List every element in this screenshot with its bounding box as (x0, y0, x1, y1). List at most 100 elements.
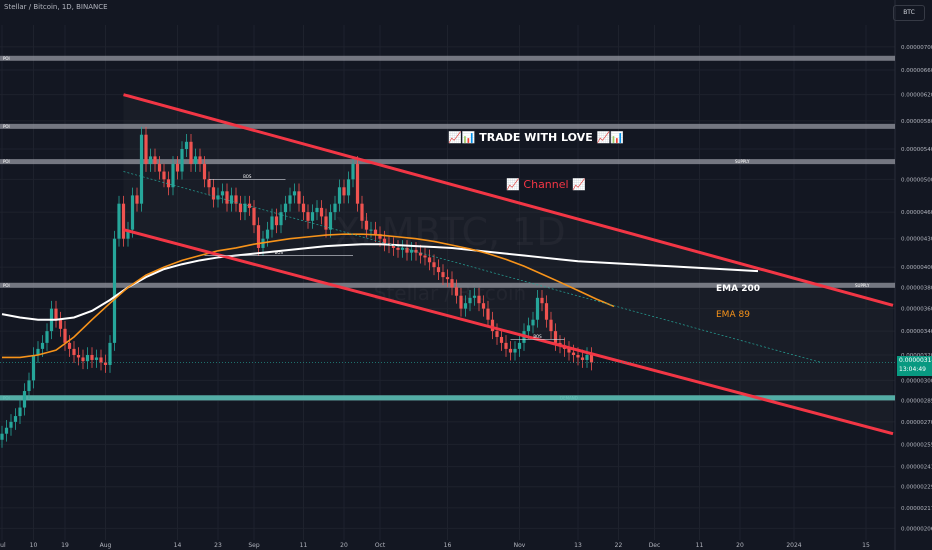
y-tick-label: 0.00000300 (901, 378, 932, 384)
y-tick-label: 0.00000360 (901, 307, 932, 313)
candle-body (571, 352, 576, 355)
candle-body (297, 191, 301, 204)
candle-body (576, 354, 580, 358)
candle-body (103, 362, 108, 365)
candle-body (549, 319, 553, 332)
candle-body (90, 354, 94, 360)
bos-label: BOS (533, 334, 542, 339)
x-tick-label: Sep (248, 542, 260, 549)
candle-body (126, 229, 130, 239)
x-tick-label: 15 (862, 542, 870, 549)
candle-body (423, 255, 427, 258)
candle-body (495, 331, 499, 337)
candle-body (481, 303, 486, 309)
candle-body (351, 163, 355, 180)
zone-label-poi: POI (3, 159, 10, 164)
candle-body (63, 328, 67, 343)
candle-body (427, 257, 432, 263)
demand-band (0, 395, 895, 401)
candle-body (189, 141, 193, 164)
channel-upper-line (123, 93, 894, 307)
candle-body (540, 297, 544, 304)
candle-body (283, 203, 288, 213)
candle-body (382, 238, 387, 244)
y-tick-label: 0.00000380 (901, 285, 932, 291)
candle-body (414, 249, 418, 253)
candle-body (193, 156, 198, 164)
candle-body (117, 203, 121, 239)
candle-body (369, 229, 373, 231)
x-tick-label: 11 (696, 542, 704, 549)
current-price-value: 0.00000314 (899, 357, 932, 364)
candle-body (364, 220, 369, 230)
candle-body (360, 203, 364, 221)
channel-mid-line (123, 171, 822, 363)
y-tick-label: 0.00000400 (901, 265, 932, 271)
zone-band (0, 123, 895, 129)
candle-body (454, 287, 459, 296)
candle-body (310, 212, 315, 221)
x-tick-label: 22 (615, 542, 623, 549)
candle-body (342, 187, 346, 196)
candle-body (441, 272, 445, 278)
candle-body (279, 212, 283, 226)
candle-body (175, 163, 180, 172)
candle-body (535, 297, 540, 320)
candle-body (306, 212, 310, 221)
candle-body (409, 249, 414, 253)
y-tick-label: 0.00000660 (901, 68, 932, 74)
ema-200-label: EMA 200 (716, 284, 760, 294)
currency-button[interactable]: BTC (893, 5, 925, 21)
y-tick-label: 0.00000285 (901, 399, 932, 405)
candle-body (526, 325, 531, 332)
candle-body (531, 319, 535, 326)
candle-body (36, 348, 40, 355)
candle-body (463, 303, 468, 309)
y-tick-label: 0.00000270 (901, 420, 932, 426)
candle-body (162, 171, 166, 180)
candle-body (13, 416, 18, 422)
candle-body (207, 179, 211, 188)
y-tick-label: 0.00000500 (901, 177, 932, 183)
candle-body (315, 207, 319, 213)
zone-label-poi: POI (3, 56, 10, 61)
candle-body (391, 245, 396, 248)
ema-89-label: EMA 89 (716, 310, 750, 320)
zone-label-supply: SUPPLY (735, 159, 750, 164)
x-tick-label: Nov (514, 542, 526, 549)
candle-body (81, 357, 85, 362)
candle-body (94, 357, 99, 360)
x-tick-label: 2024 (786, 542, 801, 549)
zone-label-supply: SUPPLY (855, 283, 870, 288)
zone-label-poi: POI (3, 283, 10, 288)
candle-body (504, 342, 508, 349)
candle-body (247, 203, 252, 208)
candle-body (72, 348, 76, 355)
candle-body (580, 357, 585, 360)
x-tick-label: 14 (174, 542, 182, 549)
candle-body (148, 156, 153, 164)
candle-body (238, 203, 243, 213)
candle-body (130, 195, 135, 230)
bos-label: BOS (243, 174, 252, 179)
candle-body (180, 149, 184, 172)
x-tick-label: 20 (340, 542, 348, 549)
candle-body (589, 354, 594, 363)
x-tick-label: 10 (30, 542, 38, 549)
candle-body (400, 247, 405, 250)
candle-body (270, 216, 274, 230)
candle-body (396, 247, 400, 250)
x-tick-label: 11 (300, 542, 308, 549)
candle-body (198, 156, 202, 164)
zone-band (0, 55, 895, 61)
candle-body (567, 348, 571, 353)
candle-body (472, 295, 477, 298)
candle-body (18, 407, 22, 417)
channel-lower-line (123, 228, 894, 436)
y-tick-label: 0.00000241 (901, 465, 932, 471)
candle-body (166, 179, 171, 188)
candle-body (499, 336, 504, 343)
channel-fill (123, 94, 893, 434)
candle-body (337, 187, 342, 204)
